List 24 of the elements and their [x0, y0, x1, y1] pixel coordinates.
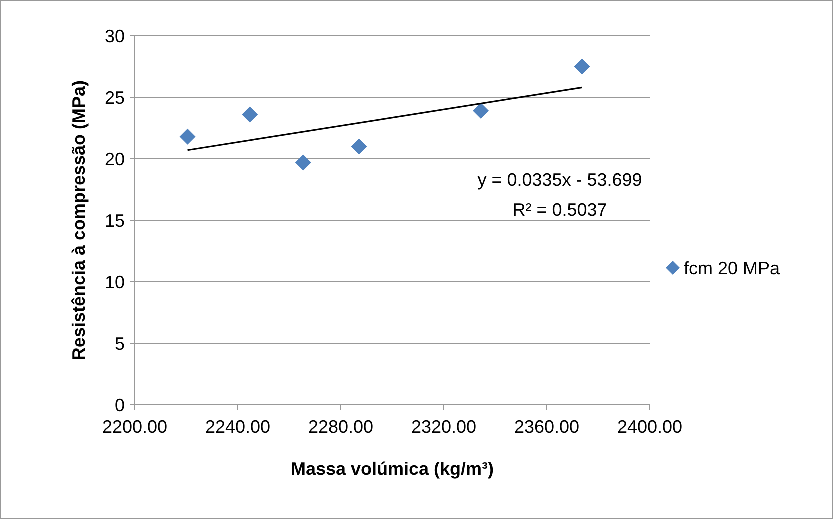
y-tick-label: 30	[104, 26, 125, 46]
y-tick-label: 25	[104, 88, 125, 108]
point	[180, 128, 196, 145]
point	[574, 58, 590, 75]
x-tick-label: 2320.00	[411, 417, 477, 437]
point	[351, 138, 368, 155]
x-tick-label: 2360.00	[514, 417, 580, 437]
annotation: R² = 0.5037	[512, 200, 608, 220]
point	[295, 154, 312, 171]
x-tick-label: 2200.00	[102, 417, 168, 437]
x-axis-title: Massa volúmica (kg/m³)	[290, 459, 494, 479]
y-tick-label: 0	[114, 395, 125, 416]
annotation: y = 0.0335x - 53.699	[478, 170, 642, 190]
x-tick-label: 2240.00	[205, 417, 271, 437]
y-axis-title: Resistência à compressão (MPa)	[69, 80, 89, 361]
point	[242, 106, 258, 123]
y-tick-label: 15	[104, 210, 125, 231]
y-tick-label: 10	[104, 272, 125, 292]
y-tick-label: 5	[114, 334, 125, 354]
x-tick-label: 2400.00	[617, 417, 683, 437]
y-tick-label: 20	[104, 149, 125, 170]
legend-label: fcm 20 MPa	[684, 258, 782, 278]
point	[473, 103, 490, 120]
x-tick-label: 2280.00	[308, 417, 374, 437]
